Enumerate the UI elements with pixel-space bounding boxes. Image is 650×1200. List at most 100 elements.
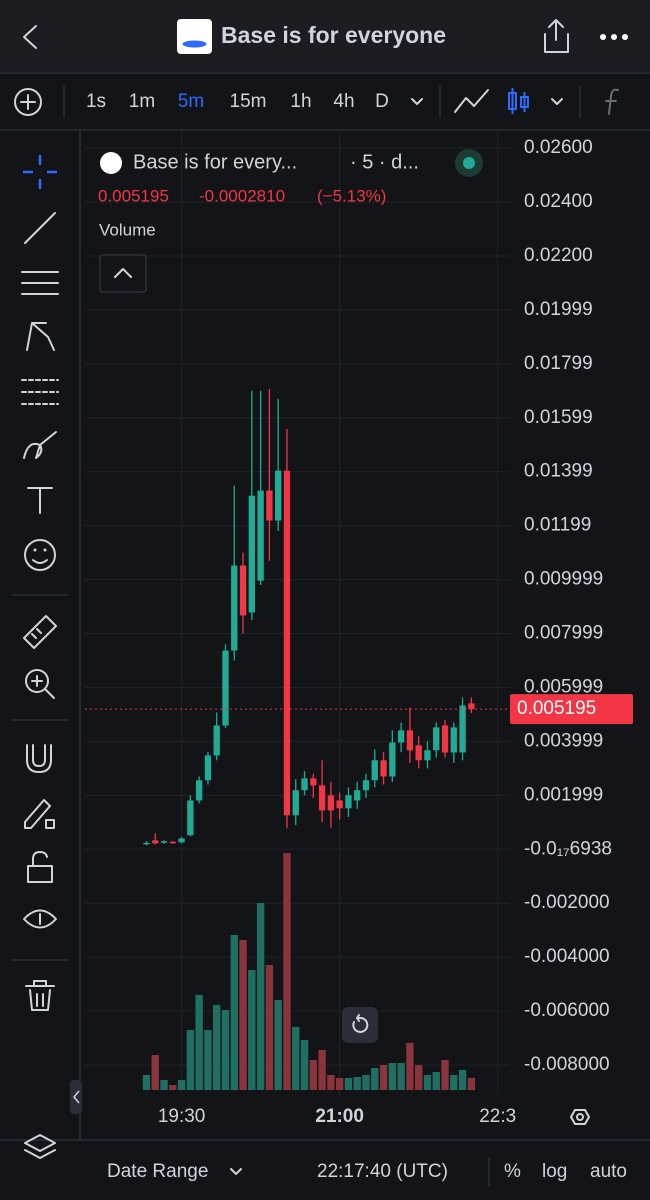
lock-drawings-tool[interactable] [24,799,55,829]
legend-interval: · 5 · d... [350,151,419,173]
y-tick-label: -0.0₁₇6938 [524,838,612,859]
page-title: Base is for everyone [221,22,446,48]
y-tick-label: -0.006000 [524,1000,610,1021]
volume-bar [274,1000,282,1090]
x-tick-label: 19:30 [158,1106,206,1127]
indicators-button[interactable] [605,88,619,115]
volume-bar [450,1075,458,1090]
last-price-label: 0.005195 [517,698,596,719]
chart-style-dropdown[interactable] [551,98,563,105]
interval-button[interactable]: 4h [333,91,354,112]
emoji-tool[interactable] [24,539,56,571]
candle-body [222,650,229,726]
volume-bar [142,1075,151,1090]
auto-button[interactable]: auto [590,1161,627,1182]
volume-bar [230,935,238,1090]
fib-tool[interactable] [21,271,59,295]
candle-body [441,725,449,753]
date-range-dropdown [230,1168,242,1175]
layers-button[interactable] [24,1134,56,1159]
chart-style-candles[interactable] [508,88,529,114]
share-button[interactable] [544,19,569,53]
y-tick-label: 0.02400 [524,191,593,212]
last-price-box [510,694,633,725]
drawing-toolbar [12,155,68,1011]
interval-dropdown[interactable] [411,98,423,105]
candle-body [362,780,370,791]
candle-body [318,785,326,811]
legend-change: -0.0002810 [199,186,285,205]
text-tool[interactable] [27,487,53,514]
header-bar [0,0,650,72]
candle-body [292,790,299,816]
interval-button[interactable]: 15m [230,91,267,112]
interval-button[interactable]: 1s [86,91,106,112]
crosshair-tool[interactable] [23,155,57,189]
volume-bar [327,1075,335,1090]
legend-change-pct: (−5.13%) [317,186,386,205]
legend-volume: Volume [99,220,156,239]
candle-body [424,750,431,761]
y-tick-label: -0.008000 [524,1054,610,1075]
collapse-legend[interactable] [99,254,147,293]
hide-tool[interactable] [23,909,57,929]
pattern-tool[interactable] [26,322,55,351]
interval-button-active[interactable]: 5m [178,91,204,112]
log-button[interactable]: log [542,1161,567,1182]
projection-tool[interactable] [21,379,59,405]
volume-bar [379,1065,388,1090]
volume-bar [423,1075,432,1090]
unlock-tool[interactable] [27,851,53,883]
interval-button[interactable]: 1h [290,91,311,112]
candle-body [257,490,264,581]
volume-bar [362,1075,370,1090]
date-range-button[interactable]: Date Range [107,1161,208,1182]
axis-settings-dot [576,1113,584,1121]
candle-body [213,725,220,756]
volume-bar [458,1070,467,1090]
candle-body [397,730,405,743]
back-button[interactable] [23,25,37,49]
zoom-tool[interactable] [25,669,55,699]
percent-button[interactable]: % [504,1161,521,1182]
volume-bar [371,1068,379,1090]
reset-chart[interactable] [342,1007,378,1043]
volume-bar [177,1080,186,1090]
clock: 22:17:40 (UTC) [317,1161,448,1182]
candle-body [266,490,273,521]
candle-body [450,727,457,753]
volume-bar [335,1078,344,1090]
y-tick-label: 0.009999 [524,569,603,590]
interval-button[interactable]: D [375,91,389,112]
volume-bar [221,1010,230,1090]
y-tick-label: -0.002000 [524,892,610,913]
delete-tool[interactable] [25,980,55,1011]
y-tick-label: 0.003999 [524,730,603,751]
y-tick-label: 0.01999 [524,299,593,320]
ruler-tool[interactable] [23,615,57,649]
chart-style-line[interactable] [454,89,489,113]
volume-bar [397,1063,405,1090]
candle-body [415,745,422,761]
y-tick-label: 0.02600 [524,137,593,158]
y-tick-label: 0.007999 [524,623,603,644]
volume-bar [283,853,291,1090]
trend-line-tool[interactable] [24,212,56,244]
interval-button[interactable]: 1m [129,91,155,112]
collapse-sidebar[interactable] [70,1080,82,1114]
legend-symbol: Base is for every... [133,151,297,173]
reset-icon [352,1014,369,1033]
more-button[interactable] [600,34,628,40]
volume-bar [432,1072,440,1090]
candle-body [380,760,387,777]
magnet-tool[interactable] [26,744,52,773]
y-tick-label: 0.02200 [524,245,593,266]
brush-tool[interactable] [23,431,57,459]
axis-settings[interactable] [570,1109,590,1125]
add-symbol-button[interactable] [14,88,42,116]
collapse-legend-icon [114,268,132,278]
market-status-dot [463,157,475,169]
volume-bar [256,903,265,1090]
x-tick-label: 22:3 [479,1106,516,1127]
candle-body [195,780,203,801]
